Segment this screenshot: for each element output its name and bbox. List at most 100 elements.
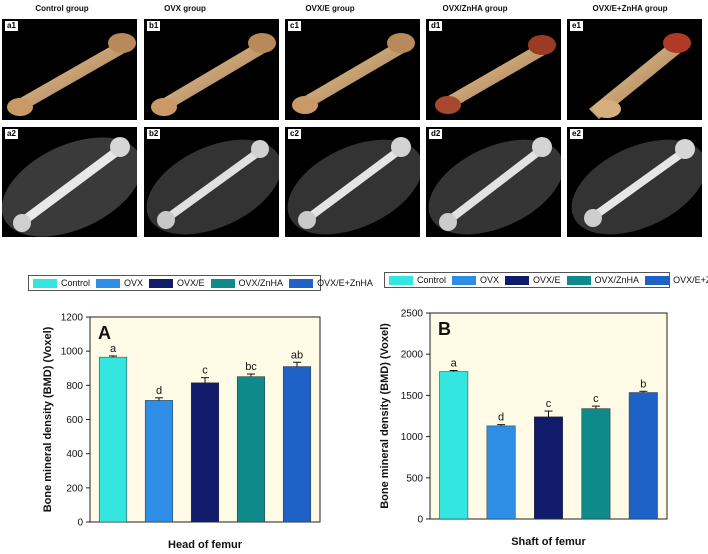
legend-entry: Control [33, 278, 90, 288]
legend-label: OVX/E+ZnHA [673, 275, 708, 285]
y-tick-label: 500 [406, 473, 423, 484]
y-tick-label: 1000 [401, 432, 424, 443]
bar [581, 408, 611, 520]
panel-a2: a2 [2, 127, 137, 237]
legend-entry: OVX/E+ZnHA [289, 278, 373, 288]
bone-3d-image [292, 33, 415, 114]
legend-swatch [96, 278, 121, 288]
group-title-ovx-e: OVX/E group [305, 4, 355, 13]
panel-label-e2: e2 [570, 129, 583, 139]
legend-entry: OVX/E+ZnHA [645, 275, 708, 285]
bar [236, 376, 266, 523]
y-tick-label: 600 [66, 415, 83, 426]
y-tick-label: 0 [77, 518, 83, 529]
y-tick-label: 800 [66, 381, 83, 392]
legend-label: OVX [124, 278, 144, 288]
panel-label-c2: c2 [288, 129, 301, 139]
legend-entry: OVX [452, 275, 499, 285]
legend-entry: OVX/ZnHA [210, 278, 283, 288]
panel-label-b2: b2 [147, 129, 161, 139]
significance-letter: a [110, 343, 117, 355]
significance-letter: ab [291, 349, 303, 361]
bar [439, 371, 469, 520]
ct-scan-image [146, 139, 279, 235]
legend-entry: Control [389, 275, 446, 285]
bone-3d-image [7, 33, 136, 116]
significance-letter: d [156, 385, 162, 397]
bar [190, 382, 220, 523]
bar-chart-head-of-femur: 0 200 400 600 800 1000 1200 a d c bc ab A Head of fem… [42, 313, 321, 551]
y-tick-label: 2500 [401, 309, 424, 320]
bar [144, 400, 174, 523]
legend-swatch [389, 275, 413, 285]
y-tick-label: 1500 [401, 391, 424, 402]
legend-entry: OVX/E [505, 275, 561, 285]
chart-panel-label: A [98, 323, 111, 343]
legend-swatch [149, 278, 174, 288]
legend-label: OVX/E+ZnHA [317, 278, 373, 288]
ct-scan-image [428, 137, 561, 235]
ct-scan-image [287, 137, 420, 235]
legend-label: OVX/E [177, 278, 205, 288]
y-tick-label: 200 [66, 483, 83, 494]
bar [534, 416, 563, 520]
legend-entry: OVX [96, 278, 143, 288]
legend-entry: OVX/E [149, 278, 205, 288]
group-title-ovx-e-znha: OVX/E+ZnHA group [592, 4, 668, 13]
legend-swatch [289, 278, 314, 288]
panel-label-d1: d1 [429, 21, 443, 31]
legend-a: Control OVX OVX/E OVX/ZnHA OVX/E+ZnHA [28, 275, 373, 291]
panel-b2: b2 [144, 127, 279, 237]
panel-d1: d1 [426, 19, 561, 120]
y-axis-label: Bone mineral density (BMD) (Voxel) [379, 323, 391, 509]
legend-swatch [210, 278, 235, 288]
panel-d2: d2 [426, 127, 561, 237]
group-title-control: Control group [35, 4, 89, 13]
legend-b: Control OVX OVX/E OVX/ZnHA OVX/E+ZnHA [384, 272, 708, 288]
y-axis-label: Bone mineral density (BMD) (Voxel) [42, 326, 54, 512]
bar-chart-shaft-of-femur: 0 500 1000 1500 2000 2500 a d c c b B Shaft of femur… [379, 309, 668, 548]
panel-e2: e2 [567, 127, 702, 237]
bar [98, 356, 128, 523]
bar [282, 366, 312, 523]
y-tick-label: 0 [417, 515, 423, 526]
panel-label-b1: b1 [147, 21, 161, 31]
significance-letter: bc [245, 361, 257, 373]
significance-letter: c [593, 393, 599, 405]
chart-panel-label: B [438, 319, 451, 339]
panel-label-a1: a1 [5, 21, 18, 31]
significance-letter: d [498, 412, 504, 424]
panel-e1: e1 [567, 19, 702, 120]
significance-letter: b [640, 378, 646, 390]
bar [486, 425, 516, 520]
legend-label: Control [61, 278, 91, 288]
panel-a1: a1 [2, 19, 137, 120]
legend-swatch [505, 275, 530, 285]
ct-scan-image [571, 139, 702, 235]
legend-label: OVX/ZnHA [594, 275, 640, 285]
y-tick-label: 2000 [401, 350, 424, 361]
x-axis-label: Shaft of femur [511, 536, 586, 548]
significance-letter: c [546, 398, 552, 410]
legend-entry: OVX/ZnHA [566, 275, 640, 285]
panel-c2: c2 [285, 127, 420, 237]
group-title-ovx-znha: OVX/ZnHA group [442, 4, 508, 13]
legend-swatch [566, 275, 591, 285]
panel-label-c1: c1 [288, 21, 301, 31]
bone-3d-image [435, 35, 556, 114]
group-title-ovx: OVX group [164, 4, 206, 13]
panel-c1: c1 [285, 19, 420, 120]
y-tick-label: 1200 [61, 313, 84, 324]
significance-letter: a [451, 358, 458, 370]
legend-swatch [33, 278, 57, 288]
y-tick-label: 1000 [61, 347, 84, 358]
x-axis-label: Head of femur [168, 539, 243, 551]
panel-b1: b1 [144, 19, 279, 120]
bar [628, 392, 658, 520]
y-tick-label: 400 [66, 449, 83, 460]
bone-3d-image [151, 33, 276, 116]
legend-swatch [452, 275, 477, 285]
legend-swatch [645, 275, 670, 285]
ct-scan-image [2, 137, 137, 237]
significance-letter: c [202, 365, 208, 377]
